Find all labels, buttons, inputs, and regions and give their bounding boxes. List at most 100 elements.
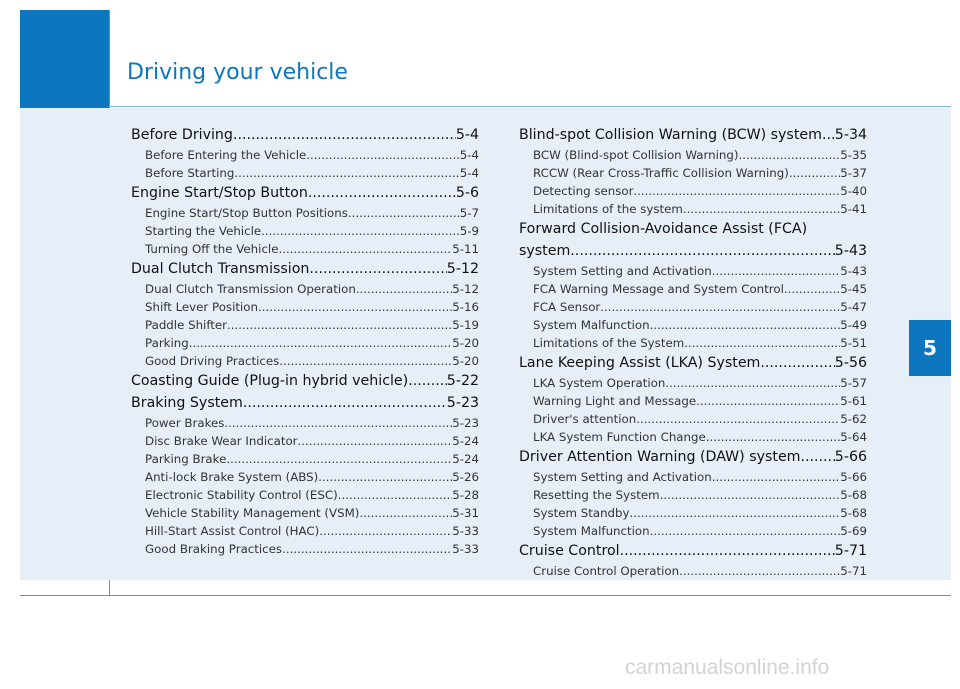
toc-section-entry[interactable]: Blind-spot Collision Warning (BCW) syste…	[519, 124, 867, 146]
toc-subsection-entry[interactable]: Power Brakes 5-23	[131, 414, 479, 432]
toc-page-number: 5-34	[834, 127, 867, 143]
toc-subsection-entry[interactable]: FCA Warning Message and System Control 5-…	[519, 280, 867, 298]
dot-leader	[233, 124, 456, 146]
toc-subsection-entry[interactable]: LKA System Operation 5-57	[519, 374, 867, 392]
toc-entry-title: Parking	[145, 336, 189, 350]
toc-subsection-entry[interactable]: Paddle Shifter 5-19	[131, 316, 479, 334]
toc-subsection-entry[interactable]: Driver's attention 5-62	[519, 410, 867, 428]
dot-leader	[319, 522, 452, 540]
dot-leader	[258, 298, 452, 316]
toc-subsection-entry[interactable]: Parking Brake 5-24	[131, 450, 479, 468]
toc-subsection-entry[interactable]: Before Entering the Vehicle 5-4	[131, 146, 479, 164]
toc-section-entry[interactable]: Engine Start/Stop Button 5-6	[131, 182, 479, 204]
toc-entry-title: Cruise Control Operation	[533, 564, 680, 578]
toc-subsection-entry[interactable]: Detecting sensor 5-40	[519, 182, 867, 200]
toc-subsection-entry[interactable]: BCW (Blind-spot Collision Warning) 5-35	[519, 146, 867, 164]
toc-subsection-entry[interactable]: FCA Sensor 5-47	[519, 298, 867, 316]
toc-entry-title: Blind-spot Collision Warning (BCW) syste…	[519, 127, 822, 143]
toc-section-entry[interactable]: Cruise Control 5-71	[519, 540, 867, 562]
toc-subsection-entry[interactable]: Limitations of the System 5-51	[519, 334, 867, 352]
chapter-tab[interactable]: 5	[909, 320, 951, 376]
dot-leader	[356, 280, 452, 298]
toc-subsection-entry[interactable]: RCCW (Rear Cross-Traffic Collision Warni…	[519, 164, 867, 182]
toc-entry-title: Good Driving Practices	[145, 354, 280, 368]
toc-entry-title: FCA Sensor	[533, 300, 601, 314]
toc-subsection-entry[interactable]: Electronic Stability Control (ESC) 5-28	[131, 486, 479, 504]
toc-page-number: 5-68	[840, 506, 867, 520]
toc-subsection-entry[interactable]: System Malfunction 5-49	[519, 316, 867, 334]
toc-subsection-entry[interactable]: Parking 5-20	[131, 334, 479, 352]
toc-entry-title: Vehicle Stability Management (VSM)	[145, 506, 360, 520]
toc-entry-title: Before Driving	[131, 127, 233, 143]
toc-subsection-entry[interactable]: Cruise Control Operation 5-71	[519, 562, 867, 580]
toc-subsection-entry[interactable]: Disc Brake Wear Indicator 5-24	[131, 432, 479, 450]
dot-leader	[298, 432, 453, 450]
toc-entry-title: Coasting Guide (Plug-in hybrid vehicle)	[131, 373, 409, 389]
toc-page-number: 5-19	[452, 318, 479, 332]
toc-page-number: 5-64	[840, 430, 867, 444]
toc-page-number: 5-66	[834, 449, 867, 465]
toc-entry-title: System Setting and Activation	[533, 470, 712, 484]
toc-page-number: 5-7	[459, 206, 479, 220]
toc-subsection-entry[interactable]: Starting the Vehicle 5-9	[131, 222, 479, 240]
toc-entry-title: LKA System Operation	[533, 376, 666, 390]
toc-subsection-entry[interactable]: Dual Clutch Transmission Operation 5-12	[131, 280, 479, 298]
toc-entry-title: Paddle Shifter	[145, 318, 227, 332]
dot-leader	[650, 522, 841, 540]
toc-subsection-entry[interactable]: Anti-lock Brake System (ABS) 5-26	[131, 468, 479, 486]
toc-entry-title: FCA Warning Message and System Control	[533, 282, 784, 296]
toc-section-entry[interactable]: Coasting Guide (Plug-in hybrid vehicle) 5…	[131, 370, 479, 392]
toc-subsection-entry[interactable]: Turning Off the Vehicle 5-11	[131, 240, 479, 258]
toc-entry-title: LKA System Function Change	[533, 430, 706, 444]
toc-section-entry[interactable]: Braking System 5-23	[131, 392, 479, 414]
dot-leader	[243, 392, 447, 414]
toc-page-number: 5-37	[840, 166, 867, 180]
toc-subsection-entry[interactable]: Shift Lever Position 5-16	[131, 298, 479, 316]
toc-subsection-entry[interactable]: Warning Light and Message 5-61	[519, 392, 867, 410]
toc-subsection-entry[interactable]: System Setting and Activation 5-43	[519, 262, 867, 280]
toc-section-entry[interactable]: Dual Clutch Transmission 5-12	[131, 258, 479, 280]
toc-subsection-entry[interactable]: Limitations of the system 5-41	[519, 200, 867, 218]
toc-subsection-entry[interactable]: Good Braking Practices 5-33	[131, 540, 479, 558]
toc-entry-title: Electronic Stability Control (ESC)	[145, 488, 338, 502]
toc-section-entry[interactable]: Lane Keeping Assist (LKA) System 5-56	[519, 352, 867, 374]
toc-subsection-entry[interactable]: Before Starting 5-4	[131, 164, 479, 182]
toc-entry-title: system	[519, 243, 571, 259]
toc-page-number: 5-43	[840, 264, 867, 278]
dot-leader	[712, 468, 840, 486]
toc-page-number: 5-35	[840, 148, 867, 162]
dot-leader	[665, 374, 840, 392]
dot-leader	[636, 410, 840, 428]
toc-subsection-entry[interactable]: Vehicle Stability Management (VSM) 5-31	[131, 504, 479, 522]
toc-subsection-entry[interactable]: Good Driving Practices 5-20	[131, 352, 479, 370]
toc-subsection-entry[interactable]: LKA System Function Change 5-64	[519, 428, 867, 446]
toc-section-entry[interactable]: Driver Attention Warning (DAW) system 5-6…	[519, 446, 867, 468]
toc-page-number: 5-40	[840, 184, 867, 198]
toc-entry-title: Dual Clutch Transmission Operation	[145, 282, 356, 296]
toc-entry-title: Detecting sensor	[533, 184, 634, 198]
toc-subsection-entry[interactable]: Hill-Start Assist Control (HAC) 5-33	[131, 522, 479, 540]
toc-entry-title: Driver's attention	[533, 412, 637, 426]
dot-leader	[630, 504, 841, 522]
toc-page-number: 5-23	[446, 395, 479, 411]
toc-subsection-entry[interactable]: System Setting and Activation 5-66	[519, 468, 867, 486]
toc-subsection-entry[interactable]: System Malfunction 5-69	[519, 522, 867, 540]
dot-leader	[278, 240, 452, 258]
toc-entry-title: Braking System	[131, 395, 243, 411]
toc-section-entry[interactable]: Before Driving 5-4	[131, 124, 479, 146]
toc-subsection-entry[interactable]: Engine Start/Stop Button Positions 5-7	[131, 204, 479, 222]
toc-entry-title: Before Entering the Vehicle	[145, 148, 307, 162]
dot-leader	[712, 262, 840, 280]
toc-section-entry[interactable]: system 5-43	[519, 240, 867, 262]
dot-leader	[306, 146, 459, 164]
toc-subsection-entry[interactable]: Resetting the System 5-68	[519, 486, 867, 504]
toc-page-number: 5-68	[840, 488, 867, 502]
dot-leader	[760, 352, 834, 374]
dot-leader	[309, 258, 446, 280]
dot-leader	[706, 428, 840, 446]
dot-leader	[282, 540, 452, 558]
toc-subsection-entry[interactable]: System Standby 5-68	[519, 504, 867, 522]
toc-page-number: 5-66	[840, 470, 867, 484]
toc-entry-title: Turning Off the Vehicle	[145, 242, 279, 256]
